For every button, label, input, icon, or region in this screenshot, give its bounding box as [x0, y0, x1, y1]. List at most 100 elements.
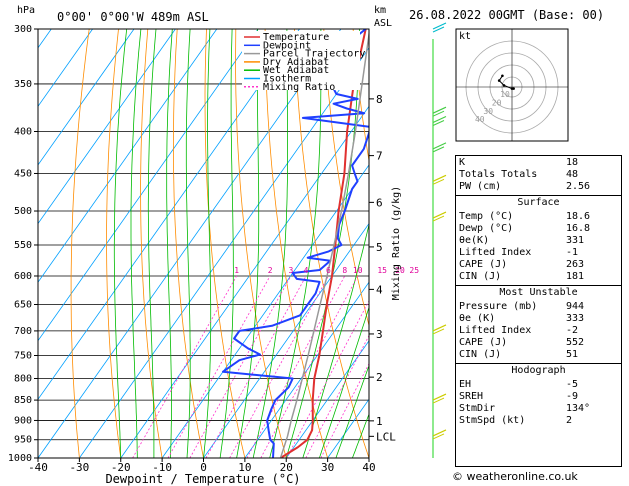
p-tick-label: 750	[14, 350, 32, 361]
most-unstable-label: Pressure (mb)	[459, 301, 538, 312]
legend-label: Wet Adiabat	[263, 65, 329, 76]
wet-adiabat	[269, 29, 322, 458]
hodograph-index-label: StmDir	[459, 403, 496, 414]
dry-adiabat	[140, 29, 163, 458]
p-tick-label: 600	[14, 271, 32, 282]
hodograph-point	[501, 74, 504, 78]
x-tick-label: 40	[362, 461, 375, 474]
legend-label: Dewpoint	[263, 40, 311, 51]
hodograph-point	[510, 87, 514, 90]
mixing-ratio-line	[320, 362, 369, 458]
dry-adiabat	[352, 29, 369, 164]
km-tick-label: 2	[376, 371, 383, 384]
most-unstable-block: Pressure (mb) 944 θe (K) 333 Lifted Index -2 C…	[456, 300, 621, 363]
km-tick-label: 7	[376, 150, 383, 163]
asl-unit: ASL	[374, 18, 392, 29]
isotherm	[285, 340, 369, 458]
isotherm	[38, 29, 93, 108]
p-tick-label: 950	[14, 435, 32, 446]
dry-adiabat	[323, 29, 369, 327]
surface-value: -1	[566, 247, 579, 258]
surface-value: 16.8	[566, 223, 591, 234]
p-tick-label: 350	[14, 79, 32, 90]
km-tick-label: 8	[376, 93, 383, 106]
indices-table: K 18 Totals Totals 48 PW (cm) 2.56 Surface Te…	[455, 155, 622, 467]
legend-label: Parcel Trajectory	[263, 49, 365, 60]
profile-dewpoint	[222, 29, 369, 458]
index-value: 48	[566, 169, 579, 180]
surface-row: Temp (°C) 18.6	[456, 211, 621, 223]
dry-adiabat	[106, 29, 122, 458]
mixing-ratio-line	[246, 275, 346, 458]
km-tick-label: 5	[376, 241, 383, 254]
dry-adiabat	[204, 29, 246, 458]
km-tick-label: 3	[376, 328, 383, 341]
isotherm	[79, 47, 369, 458]
indices-top-block: K 18 Totals Totals 48 PW (cm) 2.56	[456, 156, 621, 195]
most-unstable-value: 552	[566, 337, 585, 348]
surface-label: Dewp (°C)	[459, 223, 514, 234]
x-tick-label: 30	[321, 461, 334, 474]
wet-adiabat	[147, 29, 157, 458]
x-tick-label: 10	[238, 461, 251, 474]
legend-box	[242, 31, 360, 90]
hodograph-index-value: -5	[566, 379, 579, 390]
isotherm	[38, 29, 259, 342]
hodograph-ring-label: 10	[500, 90, 510, 99]
most-unstable-value: -2	[566, 325, 579, 336]
wet-adiabat	[185, 29, 191, 458]
axis-labels: 3003504004505005506006507007508008509009…	[8, 24, 419, 474]
wet-adiabat	[130, 29, 142, 458]
mixing-ratio-line	[286, 300, 369, 458]
isotherm	[38, 29, 135, 166]
isotherm	[161, 164, 369, 458]
most-unstable-value: 333	[566, 313, 585, 324]
isotherm	[203, 222, 369, 458]
p-tick-label: 850	[14, 395, 32, 406]
p-tick-label: 300	[14, 24, 32, 35]
p-tick-label: 450	[14, 168, 32, 179]
wind-barb-flag	[432, 397, 445, 404]
wind-barb-flag	[432, 328, 445, 335]
wind-barb	[432, 393, 447, 401]
isotherm	[38, 29, 300, 401]
surface-row: CIN (J) 181	[456, 271, 621, 283]
wind-barb	[432, 115, 447, 124]
wind-barb-flag	[432, 178, 445, 185]
wet-adiabat	[236, 29, 260, 458]
isotherm	[38, 29, 342, 458]
mixing-ratio-label: 2	[268, 266, 273, 275]
surface-row: θe(K) 331	[456, 235, 621, 247]
mixing-ratio-line	[205, 275, 307, 458]
dry-adiabat	[235, 29, 287, 458]
wet-adiabat	[219, 29, 234, 458]
mixing-ratio-label: 8	[342, 266, 347, 275]
index-label: Totals Totals	[459, 169, 538, 180]
dry-adiabat	[172, 29, 204, 458]
surface-label: Lifted Index	[459, 247, 532, 258]
mixing-ratio-line	[189, 275, 292, 458]
p-tick-label: 650	[14, 300, 32, 311]
legend-label: Temperature	[263, 32, 329, 43]
p-tick-label: 400	[14, 127, 32, 138]
wet-adiabat	[113, 29, 128, 458]
wind-barb-flag	[432, 26, 445, 33]
km-tick-label: LCL	[376, 430, 396, 443]
hodograph-index-row: StmDir 134°	[456, 403, 621, 415]
most-unstable-row: Pressure (mb) 944	[456, 301, 621, 313]
x-tick-label: 0	[200, 461, 207, 474]
p-tick-label: 700	[14, 326, 32, 337]
hodograph-index-row: EH -5	[456, 379, 621, 391]
mixing-ratio-label: 3	[288, 266, 293, 275]
wind-barb-flag	[432, 120, 445, 126]
wet-adiabat	[335, 364, 369, 458]
wind-barb	[432, 142, 447, 150]
hodograph-unit-label: kt	[459, 31, 471, 42]
surface-block: Temp (°C) 18.6 Dewp (°C) 16.8 θe(K) 331 Lifted…	[456, 210, 621, 285]
mixing-ratio-label: 1	[234, 266, 239, 275]
most-unstable-value: 51	[566, 349, 579, 360]
hodograph-index-value: 2	[566, 415, 573, 426]
mixing-ratio-label: 25	[409, 266, 419, 275]
most-unstable-row: Lifted Index -2	[456, 325, 621, 337]
